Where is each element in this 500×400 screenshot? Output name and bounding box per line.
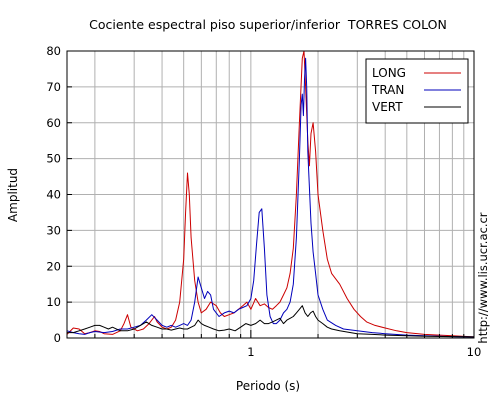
series-line-long	[66, 50, 475, 338]
legend-label-vert: VERT	[372, 100, 403, 114]
x-tick-label: 1	[247, 345, 254, 359]
axis-ticks: 0 10 20 30 40 50 60 70 80 1 10	[46, 44, 481, 359]
y-tick-label: 70	[46, 80, 61, 94]
series-line-tran	[66, 57, 475, 338]
y-axis-label: Amplitud	[6, 168, 20, 222]
y-tick-label: 50	[46, 152, 61, 166]
series-line-vert	[67, 305, 475, 338]
x-axis-label: Periodo (s)	[236, 379, 300, 393]
y-tick-label: 30	[46, 223, 61, 237]
y-tick-label: 80	[46, 44, 61, 58]
legend-label-tran: TRAN	[371, 83, 404, 97]
chart-title: Cociente espectral piso superior/inferio…	[89, 17, 447, 32]
y-tick-label: 40	[46, 188, 61, 202]
legend: LONG TRAN VERT	[365, 58, 469, 124]
x-tick-label: 10	[467, 345, 482, 359]
y-tick-label: 60	[46, 116, 61, 130]
series-group	[66, 50, 475, 338]
y-tick-label: 10	[46, 295, 61, 309]
legend-label-long: LONG	[372, 66, 406, 80]
side-url-label: http://www.lis.ucr.ac.cr	[476, 212, 490, 343]
legend-box	[365, 58, 469, 124]
y-tick-label: 0	[54, 331, 61, 345]
y-tick-label: 20	[46, 259, 61, 273]
